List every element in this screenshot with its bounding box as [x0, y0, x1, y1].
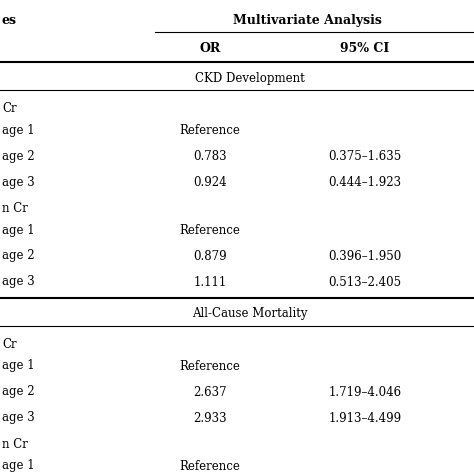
Text: age 1: age 1: [2, 359, 35, 373]
Text: 0.513–2.405: 0.513–2.405: [328, 275, 401, 289]
Text: 1.111: 1.111: [193, 275, 227, 289]
Text: 0.375–1.635: 0.375–1.635: [328, 149, 401, 163]
Text: CKD Development: CKD Development: [195, 72, 305, 84]
Text: age 2: age 2: [2, 249, 35, 263]
Text: age 1: age 1: [2, 124, 35, 137]
Text: All-Cause Mortality: All-Cause Mortality: [192, 308, 308, 320]
Text: age 2: age 2: [2, 149, 35, 163]
Text: n Cr: n Cr: [2, 438, 28, 450]
Text: 2.637: 2.637: [193, 385, 227, 399]
Text: age 3: age 3: [2, 411, 35, 425]
Text: Reference: Reference: [180, 124, 240, 137]
Text: Reference: Reference: [180, 359, 240, 373]
Text: Cr: Cr: [2, 337, 17, 350]
Text: 0.444–1.923: 0.444–1.923: [328, 175, 401, 189]
Text: age 3: age 3: [2, 175, 35, 189]
Text: 95% CI: 95% CI: [340, 42, 390, 55]
Text: 0.396–1.950: 0.396–1.950: [328, 249, 401, 263]
Text: Cr: Cr: [2, 101, 17, 115]
Text: 0.879: 0.879: [193, 249, 227, 263]
Text: 0.783: 0.783: [193, 149, 227, 163]
Text: age 1: age 1: [2, 459, 35, 473]
Text: 0.924: 0.924: [193, 175, 227, 189]
Text: age 1: age 1: [2, 224, 35, 237]
Text: Reference: Reference: [180, 224, 240, 237]
Text: es: es: [2, 13, 17, 27]
Text: 1.719–4.046: 1.719–4.046: [328, 385, 401, 399]
Text: 2.933: 2.933: [193, 411, 227, 425]
Text: Reference: Reference: [180, 459, 240, 473]
Text: age 3: age 3: [2, 275, 35, 289]
Text: n Cr: n Cr: [2, 201, 28, 215]
Text: 1.913–4.499: 1.913–4.499: [328, 411, 401, 425]
Text: age 2: age 2: [2, 385, 35, 399]
Text: Multivariate Analysis: Multivariate Analysis: [233, 13, 382, 27]
Text: OR: OR: [200, 42, 220, 55]
